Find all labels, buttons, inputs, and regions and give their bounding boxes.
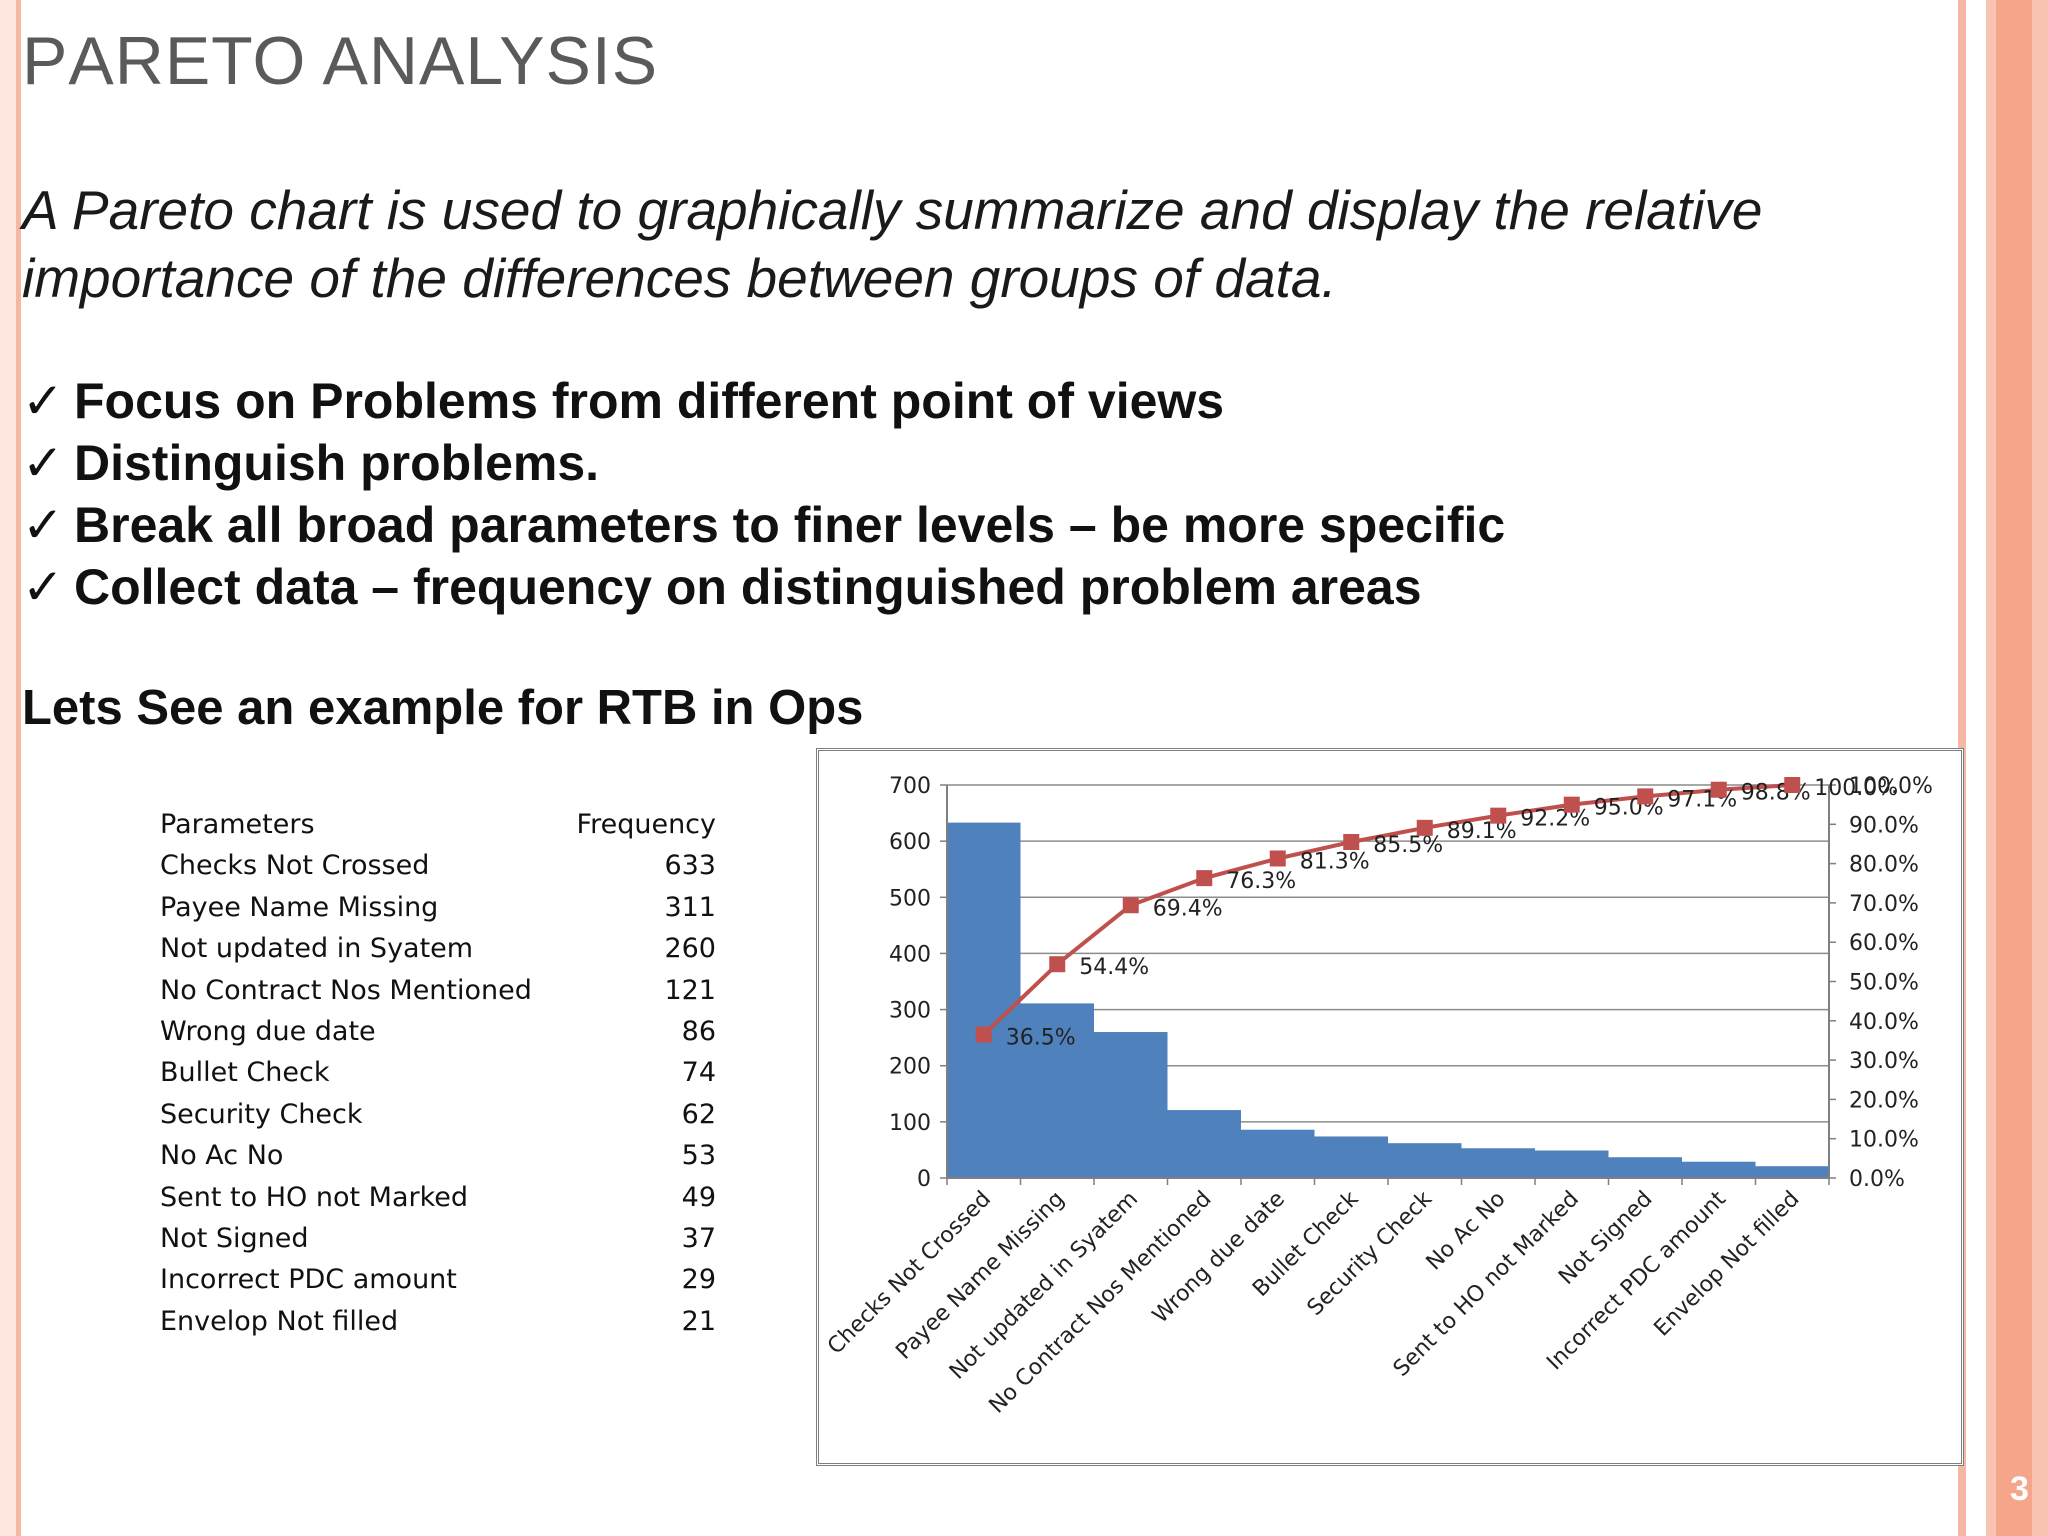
cumulative-point <box>1343 833 1360 850</box>
y-tick-label: 500 <box>889 886 931 911</box>
cumulative-point <box>975 1026 992 1043</box>
table-row: Envelop Not filled 21 <box>160 1305 716 1337</box>
bar <box>1608 1157 1682 1178</box>
y2-tick-label: 10.0% <box>1849 1128 1919 1153</box>
table-row: Payee Name Missing 311 <box>160 891 716 923</box>
y2-tick-label: 90.0% <box>1849 813 1919 838</box>
data-label: 85.5% <box>1373 833 1443 858</box>
table-row: Checks Not Crossed 633 <box>160 850 716 882</box>
table-row: Security Check 62 <box>160 1098 716 1130</box>
data-label: 100.0% <box>1814 776 1898 801</box>
table-row: Wrong due date 86 <box>160 1015 716 1047</box>
bar <box>1314 1136 1388 1178</box>
example-heading: Lets See an example for RTB in Ops <box>22 681 864 735</box>
bar <box>1682 1161 1756 1178</box>
bar <box>947 822 1021 1178</box>
y2-tick-label: 40.0% <box>1849 1010 1919 1035</box>
y2-tick-label: 70.0% <box>1849 892 1919 917</box>
bullet-item: ✓ Collect data – frequency on distinguish… <box>22 556 1922 618</box>
table-row: No Contract Nos Mentioned 121 <box>160 974 716 1006</box>
data-label: 81.3% <box>1300 849 1370 874</box>
slide-title: PARETO ANALYSIS <box>22 23 659 99</box>
bar <box>1094 1032 1168 1178</box>
pareto-chart-frame: 0 100 200 300 400 500 600 700 0.0% 10.0% 20.0% 30.0… <box>816 748 1964 1466</box>
cumulative-point <box>1490 807 1507 824</box>
x-tick-label: Envelop Not filled <box>1650 1187 1805 1342</box>
data-label: 36.5% <box>1006 1026 1076 1051</box>
check-icon: ✓ <box>22 435 64 491</box>
y-tick-label: 600 <box>889 830 931 855</box>
cumulative-point <box>1416 819 1433 836</box>
check-icon: ✓ <box>22 559 64 615</box>
cumulative-point <box>1049 956 1066 973</box>
check-icon: ✓ <box>22 373 64 429</box>
x-tick-label: Wrong due date <box>1148 1187 1290 1329</box>
y2-tick-label: 30.0% <box>1849 1049 1919 1074</box>
bar <box>1755 1166 1829 1178</box>
y2-tick-label: 0.0% <box>1849 1167 1905 1192</box>
decor-stripe-left <box>0 0 16 1536</box>
bar <box>1388 1143 1462 1178</box>
table-row: Bullet Check 74 <box>160 1057 716 1089</box>
bullet-item: ✓ Focus on Problems from different point … <box>22 370 1922 432</box>
slide-number: 3 <box>2010 1470 2029 1508</box>
cumulative-point <box>1710 781 1727 798</box>
y2-tick-label: 20.0% <box>1849 1088 1919 1113</box>
y-tick-label: 100 <box>889 1111 931 1136</box>
table-row: Incorrect PDC amount 29 <box>160 1264 716 1296</box>
frequency-table: Parameters Frequency Checks Not Crossed 63… <box>160 804 716 1342</box>
decor-stripe-left-line <box>16 0 21 1536</box>
cumulative-point <box>1269 850 1286 867</box>
data-label: 69.4% <box>1153 896 1223 921</box>
table-row: Not Signed 37 <box>160 1222 716 1254</box>
bar <box>1535 1150 1609 1178</box>
data-label: 76.3% <box>1226 869 1296 894</box>
bullet-list: ✓ Focus on Problems from different point … <box>22 370 1922 618</box>
bar <box>1020 1003 1094 1178</box>
y2-tick-label: 60.0% <box>1849 931 1919 956</box>
cumulative-point <box>1637 788 1654 805</box>
bar <box>1167 1110 1241 1178</box>
check-icon: ✓ <box>22 497 64 553</box>
bullet-item: ✓ Distinguish problems. <box>22 432 1922 494</box>
bar <box>1241 1129 1315 1178</box>
y-tick-label: 400 <box>889 942 931 967</box>
cumulative-line <box>982 783 1793 1036</box>
y2-tick-label: 100.0% <box>1849 774 1933 799</box>
y2-tick-label: 50.0% <box>1849 971 1919 996</box>
x-tick-label: Security Check <box>1303 1186 1438 1321</box>
table-row: No Ac No 53 <box>160 1140 716 1172</box>
table-header: Parameters Frequency <box>160 804 716 845</box>
bar <box>1461 1148 1535 1178</box>
y-tick-label: 0 <box>917 1167 931 1192</box>
cumulative-point <box>1784 777 1801 793</box>
header-frequency: Frequency <box>576 809 716 840</box>
cumulative-point <box>1563 796 1580 813</box>
cumulative-point <box>1196 870 1213 887</box>
data-label: 54.4% <box>1079 955 1149 980</box>
intro-text: A Pareto chart is used to graphically su… <box>22 179 1763 309</box>
decor-stripe-inner <box>1996 0 2032 1536</box>
pareto-chart: 0 100 200 300 400 500 600 700 0.0% 10.0% 20.0% 30.0… <box>823 774 1933 1419</box>
y-tick-label: 700 <box>889 774 931 799</box>
bullet-item: ✓ Break all broad parameters to finer lev… <box>22 494 1922 556</box>
y-tick-label: 200 <box>889 1055 931 1080</box>
y-tick-label: 300 <box>889 999 931 1024</box>
header-parameters: Parameters <box>160 809 315 840</box>
table-row: Sent to HO not Marked 49 <box>160 1181 716 1213</box>
cumulative-point <box>1122 897 1139 914</box>
y2-tick-label: 80.0% <box>1849 853 1919 878</box>
table-row: Not updated in Syatem 260 <box>160 933 716 965</box>
